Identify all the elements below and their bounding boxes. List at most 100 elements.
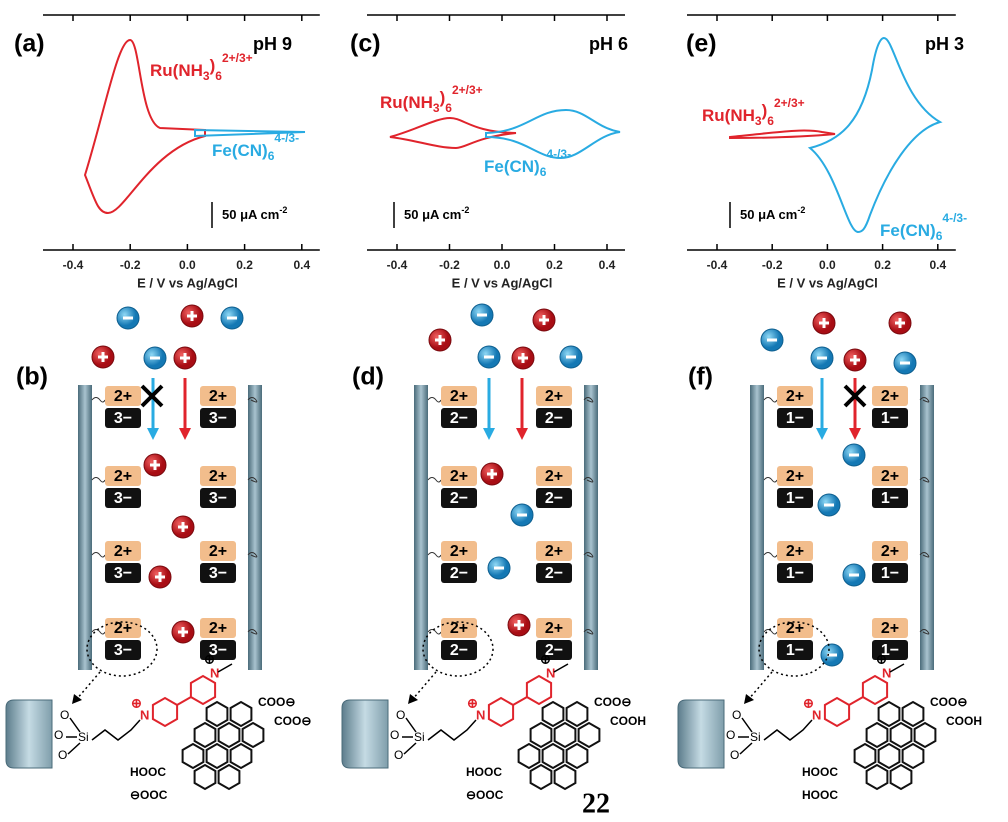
ring	[231, 702, 252, 726]
charge-label: 2−	[450, 490, 468, 507]
atom: O	[732, 708, 741, 722]
charge-label: 3−	[114, 642, 132, 659]
ring	[531, 723, 552, 747]
fe-label: Fe(CN)64-/3-	[212, 131, 299, 163]
substrate	[678, 700, 724, 768]
x-tick-label: 0.2	[546, 258, 563, 272]
charge-label: 2+	[881, 620, 899, 637]
ring	[555, 723, 576, 747]
x-tick-label: -0.4	[387, 258, 408, 272]
charge-label: 2+	[209, 388, 227, 405]
x-tick-label: 0.2	[874, 258, 891, 272]
atom: N	[812, 707, 821, 722]
scale-sup: -2	[461, 205, 469, 215]
species-part: 2+/3+	[774, 96, 805, 110]
charge-label: 2+	[881, 388, 899, 405]
ring	[891, 765, 912, 789]
ring	[855, 744, 876, 768]
arrow-head	[147, 428, 159, 440]
bond	[849, 697, 863, 705]
charge-label: 1−	[786, 410, 804, 427]
species-part: 6	[767, 114, 774, 128]
x-tick-label: 0.2	[236, 258, 253, 272]
panel: (e)pH 3Ru(NH3)62+/3+Fe(CN)64-/3-50 μA cm…	[678, 15, 982, 802]
arrow-head	[849, 428, 861, 440]
arrow-head	[516, 428, 528, 440]
charge-label: 2+	[786, 468, 804, 485]
charge-label: 2+	[114, 468, 132, 485]
ring	[219, 765, 240, 789]
species-part: 2+/3+	[452, 83, 483, 97]
charge-label: 3−	[114, 565, 132, 582]
charge-label: 2+	[786, 388, 804, 405]
charge-label: 2+	[545, 468, 563, 485]
ring	[489, 698, 513, 726]
species-part: 6	[445, 101, 452, 115]
ring	[555, 765, 576, 789]
ring	[543, 744, 564, 768]
scale-bar-label: 50 μA cm-2	[404, 205, 469, 222]
group: COOH	[610, 714, 646, 728]
charge-label: 2+	[209, 620, 227, 637]
atom: O	[58, 748, 67, 762]
pore-wall	[414, 385, 428, 670]
charge-label: 2+	[786, 543, 804, 560]
linker	[764, 553, 777, 558]
charge-label: 2−	[450, 642, 468, 659]
linker	[764, 398, 777, 403]
atom: N	[476, 707, 485, 722]
charge-label: 1−	[881, 490, 899, 507]
bond	[890, 664, 904, 672]
panel-local: (c)pH 6Ru(NH3)62+/3+Fe(CN)64-/3-50 μA cm…	[342, 30, 646, 803]
charge-label: 2+	[881, 468, 899, 485]
x-tick-label: 0.0	[819, 258, 836, 272]
x-tick-label: 0.4	[929, 258, 946, 272]
panel-label: (a)	[14, 30, 45, 58]
ring	[915, 723, 936, 747]
species-part: Ru(NH	[380, 93, 433, 112]
atom: O	[54, 728, 63, 742]
ring	[195, 723, 216, 747]
atom: O	[730, 748, 739, 762]
scale-sup: -2	[797, 205, 805, 215]
charge-label: 1−	[881, 565, 899, 582]
panel-label: (f)	[688, 363, 713, 391]
atom: N	[882, 665, 891, 680]
bond	[177, 697, 191, 705]
substrate	[342, 700, 388, 768]
linker	[92, 478, 105, 483]
linker	[764, 478, 777, 483]
ring	[519, 744, 540, 768]
panel: (c)pH 6Ru(NH3)62+/3+Fe(CN)64-/3-50 μA cm…	[342, 15, 646, 802]
x-tick-label: -0.4	[63, 258, 84, 272]
group: COOH	[946, 714, 982, 728]
x-tick-label: -0.4	[707, 258, 728, 272]
group: HOOC	[802, 765, 838, 779]
group: ⊖OOC	[466, 788, 504, 802]
ru-label: Ru(NH3)62+/3+	[380, 83, 483, 115]
arrow-head	[483, 428, 495, 440]
x-axis-label: E / V vs Ag/AgCl	[137, 275, 238, 290]
panel-label: (e)	[686, 30, 717, 58]
linker	[428, 553, 441, 558]
charge-label: 2+	[545, 620, 563, 637]
pore-wall	[584, 385, 598, 670]
charge-label: 3−	[209, 490, 227, 507]
species-part: Ru(NH	[150, 61, 203, 80]
species-part: 4-/3-	[546, 147, 571, 161]
ring	[903, 744, 924, 768]
group: HOOC	[802, 788, 838, 802]
charge-label: 1−	[786, 565, 804, 582]
x-tick-label: -0.2	[439, 258, 460, 272]
charge-label: 3−	[114, 410, 132, 427]
species-part: 6	[215, 69, 222, 83]
group: COO⊖	[274, 714, 311, 728]
atom: N	[140, 707, 149, 722]
ring	[825, 698, 849, 726]
species-part: Ru(NH	[702, 106, 755, 125]
x-tick-label: 0.4	[293, 258, 310, 272]
atom: O	[60, 708, 69, 722]
substrate	[6, 700, 52, 768]
species-part: 6	[936, 229, 943, 243]
linker	[92, 398, 105, 403]
